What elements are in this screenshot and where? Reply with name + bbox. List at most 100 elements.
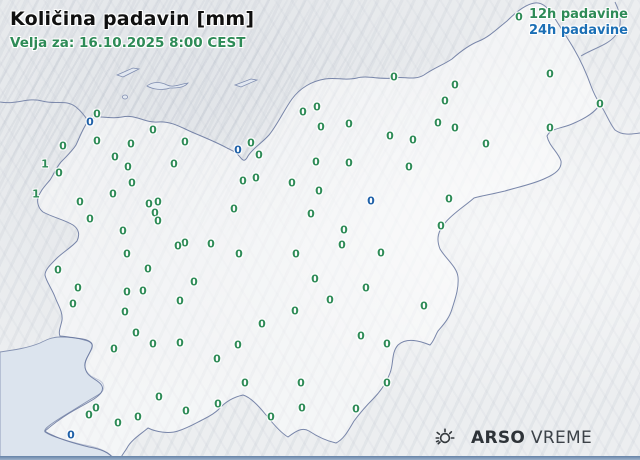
- station-value: 0: [362, 281, 370, 295]
- station-value: 0: [109, 187, 117, 201]
- station-value: 0: [170, 157, 178, 171]
- station-value: 0: [132, 326, 140, 340]
- slovenia-border: [37, 2, 601, 460]
- station-value: 0: [482, 137, 490, 151]
- station-value: 0: [405, 160, 413, 174]
- station-value: 0: [154, 214, 162, 228]
- station-value: 0: [234, 143, 242, 157]
- station-value: 0: [76, 195, 84, 209]
- station-value: 0: [69, 297, 77, 311]
- station-value: 0: [315, 184, 323, 198]
- station-value: 0: [128, 176, 136, 190]
- station-value: 0: [93, 134, 101, 148]
- station-value: 0: [123, 285, 131, 299]
- foreign-border-east: [599, 103, 640, 135]
- station-value: 0: [93, 107, 101, 121]
- station-value: 0: [182, 404, 190, 418]
- title-block: Količina padavin [mm] Velja za: 16.10.20…: [10, 8, 254, 52]
- station-value: 0: [235, 247, 243, 261]
- page-title: Količina padavin [mm]: [10, 8, 255, 30]
- station-value: 0: [67, 428, 75, 442]
- station-value: 0: [345, 156, 353, 170]
- station-value: 0: [176, 336, 184, 350]
- weather-sun-icon: [435, 428, 455, 445]
- station-value: 0: [144, 262, 152, 276]
- station-value: 0: [114, 416, 122, 430]
- station-value: 0: [377, 246, 385, 260]
- station-value: 0: [307, 207, 315, 221]
- station-value: 0: [357, 329, 365, 343]
- station-value: 0: [291, 304, 299, 318]
- station-value: 0: [85, 408, 93, 422]
- station-value: 0: [110, 342, 118, 356]
- station-value: 0: [352, 402, 360, 416]
- station-value: 0: [74, 281, 82, 295]
- legend-item-24h[interactable]: 24h padavine: [528, 23, 628, 39]
- logo-vreme: VREME: [530, 428, 592, 448]
- station-value: 0: [445, 192, 453, 206]
- station-value: 0: [145, 197, 153, 211]
- station-value: 0: [288, 176, 296, 190]
- station-value: 0: [383, 376, 391, 390]
- station-value: 0: [92, 401, 100, 415]
- station-value: 0: [54, 263, 62, 277]
- station-value: 0: [311, 272, 319, 286]
- station-value: 0: [241, 376, 249, 390]
- station-value: 0: [297, 376, 305, 390]
- station-value: 0: [252, 171, 260, 185]
- station-value: 0: [207, 237, 215, 251]
- station-value: 0: [255, 148, 263, 162]
- station-value: 0: [151, 206, 159, 220]
- station-value: 0: [515, 10, 523, 24]
- station-value: 0: [174, 239, 182, 253]
- station-value: 0: [345, 117, 353, 131]
- station-value: 0: [546, 121, 554, 135]
- foreign-border-west: [0, 99, 89, 122]
- station-value: 0: [181, 236, 189, 250]
- station-value: 0: [124, 160, 132, 174]
- station-value: 0: [340, 223, 348, 237]
- station-value: 0: [190, 275, 198, 289]
- station-value: 0: [139, 284, 147, 298]
- valid-time-label: Velja za: 16.10.2025 8:00 CEST: [10, 34, 246, 51]
- station-value: 0: [313, 100, 321, 114]
- station-value: 0: [149, 123, 157, 137]
- station-value: 0: [230, 202, 238, 216]
- station-value: 0: [247, 136, 255, 150]
- station-value: 0: [383, 337, 391, 351]
- station-value: 0: [154, 195, 162, 209]
- station-value: 0: [234, 338, 242, 352]
- station-value: 0: [390, 70, 398, 84]
- station-value: 0: [451, 121, 459, 135]
- station-value: 0: [239, 174, 247, 188]
- station-value: 0: [451, 78, 459, 92]
- station-value: 0: [546, 67, 554, 81]
- station-value: 0: [119, 224, 127, 238]
- station-value: 0: [326, 293, 334, 307]
- foreign-border-northeast: [580, 1, 621, 57]
- bottom-bar: [0, 456, 640, 460]
- station-value: 1: [32, 187, 40, 201]
- station-value: 0: [213, 352, 221, 366]
- legend-item-12h[interactable]: 12h padavine: [528, 7, 628, 22]
- arso-vreme-branding: ARSO VREME: [432, 426, 592, 450]
- station-value: 0: [86, 212, 94, 226]
- station-value: 0: [258, 317, 266, 331]
- station-value: 0: [292, 247, 300, 261]
- station-value: 0: [123, 247, 131, 261]
- arso-vreme-logo-text: ARSO VREME: [471, 428, 592, 448]
- station-value: 0: [176, 294, 184, 308]
- station-value: 0: [596, 97, 604, 111]
- legend: 12h padavine 24h padavine: [529, 7, 628, 40]
- station-value: 0: [55, 166, 63, 180]
- station-value: 0: [434, 116, 442, 130]
- station-value: 0: [409, 133, 417, 147]
- station-value: 0: [134, 410, 142, 424]
- station-value: 0: [127, 137, 135, 151]
- station-value: 0: [181, 135, 189, 149]
- station-value: 0: [437, 219, 445, 233]
- station-value: 0: [121, 305, 129, 319]
- station-value: 0: [214, 397, 222, 411]
